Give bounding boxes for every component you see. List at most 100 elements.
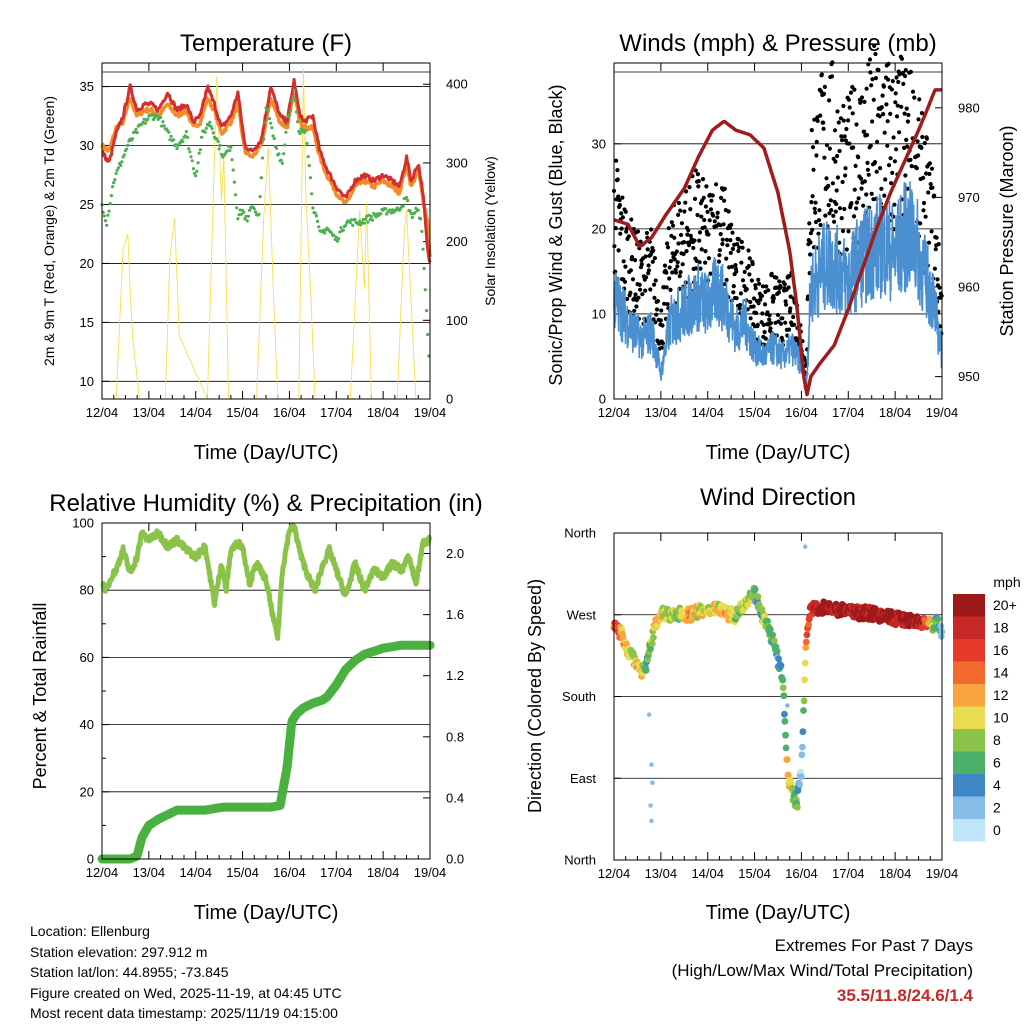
gust-point — [864, 192, 869, 197]
rh-xtick-label: 19/04 — [414, 865, 447, 880]
dewpoint-point — [262, 137, 266, 141]
dewpoint-point — [197, 151, 201, 155]
direction-outlier — [802, 544, 808, 549]
gust-point — [722, 198, 727, 203]
gust-point — [692, 196, 698, 201]
dewpoint-point — [364, 217, 368, 221]
gust-point — [853, 163, 858, 168]
gust-point — [697, 260, 702, 265]
rh-y2tick-label: 0.8 — [446, 729, 464, 744]
dewpoint-point — [105, 223, 109, 227]
dewpoint-point — [192, 171, 197, 175]
gust-point — [722, 186, 728, 191]
gust-point — [854, 122, 859, 127]
rh-ytick-label: 0 — [87, 852, 94, 867]
dewpoint-point — [168, 138, 172, 142]
gust-point — [827, 211, 832, 216]
dewpoint-point — [305, 141, 309, 145]
temp-xtick-label: 14/04 — [179, 405, 212, 420]
legend-label: 20+ — [993, 597, 1017, 613]
gust-point — [626, 234, 631, 239]
direction-point — [770, 637, 778, 645]
gust-point — [765, 310, 770, 315]
gust-point — [875, 139, 880, 144]
gust-point — [667, 276, 672, 281]
dewpoint-point — [426, 332, 430, 337]
direction-outlier — [785, 703, 790, 708]
dewpoint-point — [353, 217, 357, 222]
gust-point — [711, 213, 716, 218]
gust-point — [708, 207, 714, 212]
dewpoint-point — [406, 199, 410, 203]
direction-point — [779, 676, 787, 684]
gust-point — [833, 159, 838, 164]
gust-point — [683, 200, 688, 205]
gust-point — [841, 103, 846, 109]
gust-point — [693, 168, 698, 173]
temperature-title: Temperature (F) — [180, 30, 352, 57]
gust-point — [775, 312, 781, 318]
dewpoint-point — [285, 122, 289, 126]
gust-point — [719, 195, 724, 200]
dewpoint-point — [109, 194, 113, 198]
gust-point — [921, 200, 927, 206]
temp-y2tick-label: 300 — [446, 155, 468, 170]
dir-xtick-label: 13/04 — [645, 866, 678, 881]
dewpoint-point — [208, 120, 212, 124]
winds-y2label: Station Pressure (Maroon) — [997, 125, 1017, 336]
gust-point — [889, 181, 894, 186]
dewpoint-point — [146, 117, 150, 121]
gust-point — [871, 97, 876, 102]
gust-point — [763, 336, 768, 341]
rh-y2tick-label: 2.0 — [446, 546, 464, 561]
gust-point — [833, 209, 838, 214]
gust-point — [729, 222, 734, 227]
gust-point — [650, 259, 655, 264]
gust-point — [937, 285, 942, 290]
gust-point — [748, 316, 753, 321]
gust-point — [616, 248, 621, 253]
gust-point — [724, 256, 729, 261]
dir-ytick-label: East — [570, 771, 596, 786]
gust-point — [869, 191, 874, 196]
temp-xtick-label: 17/04 — [320, 405, 353, 420]
gust-point — [653, 278, 658, 283]
gust-point — [757, 281, 762, 286]
dewpoint-point — [374, 215, 378, 219]
dewpoint-point — [315, 219, 320, 223]
direction-point — [793, 803, 801, 811]
gust-point — [892, 202, 897, 207]
direction-point — [648, 640, 656, 647]
dewpoint-point — [282, 152, 286, 156]
gust-point — [662, 263, 668, 268]
dewpoint-point — [306, 155, 310, 159]
direction-point — [934, 615, 942, 623]
direction-point — [801, 659, 809, 667]
dewpoint-point — [314, 214, 318, 218]
direction-point — [803, 631, 811, 639]
gust-point — [630, 255, 635, 260]
gust-point — [846, 97, 852, 102]
gust-point — [872, 43, 877, 49]
dewpoint-point — [161, 120, 165, 124]
gust-point — [888, 156, 893, 161]
extremes-title: Extremes For Past 7 Days — [774, 936, 973, 955]
gust-point — [782, 282, 787, 287]
gust-point — [928, 182, 933, 187]
dir-ytick-label: North — [564, 526, 596, 541]
gust-point — [712, 219, 717, 224]
dewpoint-point — [167, 130, 171, 134]
direction-point — [797, 773, 805, 781]
gust-point — [643, 288, 648, 293]
dewpoint-point — [371, 218, 375, 222]
dewpoint-point — [313, 211, 317, 215]
gust-point — [639, 262, 644, 267]
dewpoint-point — [272, 136, 276, 141]
gust-point — [927, 171, 932, 177]
dewpoint-point — [126, 143, 130, 147]
gust-point — [774, 275, 779, 280]
gust-point — [900, 70, 906, 76]
rh-ytick-label: 100 — [72, 516, 94, 531]
gust-point — [628, 268, 634, 273]
gust-point — [846, 118, 851, 123]
